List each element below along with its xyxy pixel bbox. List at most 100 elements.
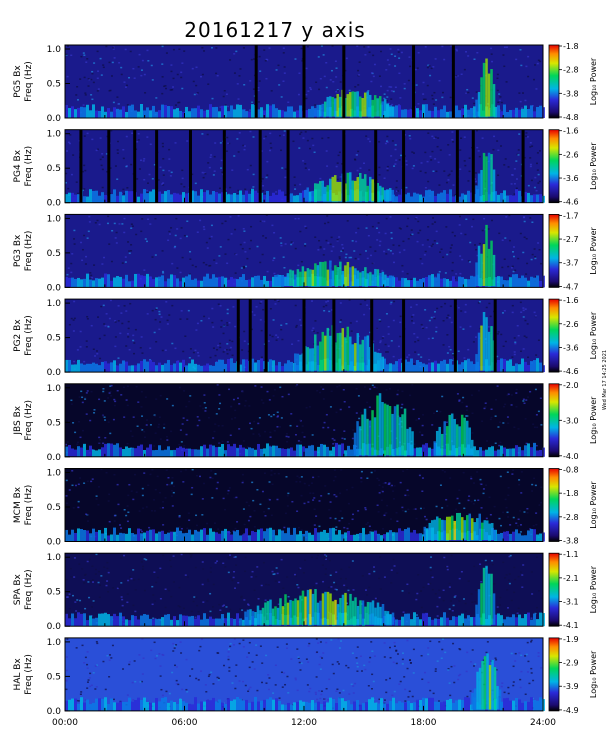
- colorbar-tick-label: -3.8: [563, 89, 579, 98]
- data-gap: [222, 129, 226, 203]
- data-gap: [133, 129, 137, 203]
- wave-activity: [274, 260, 395, 287]
- colorbar-tick-label: -2.6: [563, 150, 579, 159]
- data-gap: [258, 129, 262, 203]
- wave-activity: [433, 413, 474, 456]
- data-gap: [451, 45, 455, 118]
- colorbar-tick-label: -2.8: [563, 66, 579, 75]
- station-label: PG2 Bx: [13, 319, 23, 352]
- x-tick-label: 00:00: [52, 718, 78, 728]
- spectrogram-panel: 0.0 0.5 1.0 HAL Bx Freq (Hz) -1.9 -2.9 -3.9 -4.9…: [13, 635, 598, 717]
- y-tick-label: 0.5: [47, 503, 61, 513]
- wave-activity: [475, 152, 496, 202]
- station-label: SPA Bx: [13, 573, 23, 605]
- y-tick-label: 0.0: [47, 199, 62, 209]
- colorbar: [548, 129, 560, 204]
- colorbar-tick-label: -3.0: [563, 416, 579, 425]
- y-tick-label: 0.0: [47, 114, 62, 124]
- y-tick-label: 1.0: [47, 299, 62, 309]
- y-axis-label: Freq (Hz): [24, 231, 34, 272]
- colorbar-tick-label: -3.6: [563, 174, 579, 183]
- data-gap: [471, 129, 475, 203]
- data-gap: [453, 299, 457, 373]
- colorbar: [548, 44, 560, 119]
- data-gap: [402, 129, 406, 203]
- data-gap: [370, 299, 374, 373]
- spectrogram-panel: 0.0 0.5 1.0 PG4 Bx Freq (Hz) -1.6 -2.6 -3.6 -4.6…: [13, 127, 598, 209]
- data-gap: [107, 129, 111, 203]
- colorbar: [548, 383, 560, 458]
- data-gap: [264, 299, 268, 373]
- y-tick-label: 0.5: [47, 418, 61, 428]
- colorbar-tick-label: -1.8: [563, 42, 579, 51]
- colorbar-tick-label: -2.0: [563, 381, 579, 390]
- data-gap: [493, 299, 497, 373]
- colorbar-label: Log₁₀ Power: [589, 311, 598, 359]
- y-tick-label: 0.0: [47, 622, 62, 632]
- y-tick-label: 0.5: [47, 249, 61, 259]
- x-tick-labels: 00:00 06:00 12:00 18:00 24:00: [52, 718, 556, 728]
- y-tick-label: 1.0: [47, 214, 62, 224]
- colorbar: [548, 468, 560, 542]
- colorbar-tick-label: -2.6: [563, 320, 579, 329]
- y-tick-label: 0.5: [47, 588, 61, 598]
- figure-title: 20161217 y axis: [184, 18, 365, 42]
- y-tick-label: 0.5: [47, 334, 61, 344]
- colorbar-label: Log₁₀ Power: [589, 481, 598, 529]
- colorbar: [548, 298, 560, 373]
- y-tick-label: 0.0: [47, 453, 62, 463]
- colorbar-tick-label: -4.1: [563, 621, 579, 630]
- station-label: MCM Bx: [13, 486, 23, 523]
- creation-stamp: Wed Mar 17 14:25 2021: [602, 350, 608, 410]
- colorbar-label: Log₁₀ Power: [589, 142, 598, 190]
- y-tick-label: 1.0: [47, 553, 62, 563]
- data-gap: [155, 129, 159, 203]
- x-tick-label: 24:00: [530, 718, 556, 728]
- station-label: PG3 Bx: [13, 234, 23, 267]
- colorbar-tick-label: -2.1: [563, 574, 579, 583]
- data-gap: [254, 45, 258, 118]
- colorbar-tick-label: -3.7: [563, 259, 579, 268]
- colorbar-label: Log₁₀ Power: [589, 650, 598, 698]
- spectrogram-panel: 0.0 0.5 1.0 PG2 Bx Freq (Hz) -1.6 -2.6 -3.6 -4.6…: [13, 296, 598, 378]
- wave-activity: [475, 58, 496, 117]
- colorbar-tick-label: -4.7: [563, 282, 579, 291]
- spectrogram-panel: 0.0 0.5 1.0 PG5 Bx Freq (Hz) -1.8 -2.8 -3.8 -4.8…: [13, 42, 598, 124]
- x-tick-label: 18:00: [411, 718, 437, 728]
- colorbar-tick-label: -4.6: [563, 367, 579, 376]
- colorbar-tick-label: -3.9: [563, 682, 579, 691]
- data-gap: [286, 129, 290, 203]
- colorbar-tick-label: -1.7: [563, 211, 579, 220]
- colorbar-tick-label: -3.1: [563, 598, 579, 607]
- wave-activity: [475, 224, 496, 287]
- colorbar-label: Log₁₀ Power: [589, 226, 598, 274]
- data-gap: [332, 299, 336, 373]
- colorbar-tick-label: -1.9: [563, 635, 579, 644]
- y-axis-label: Freq (Hz): [24, 569, 34, 610]
- y-tick-label: 0.5: [47, 164, 61, 174]
- y-tick-label: 1.0: [47, 638, 62, 648]
- colorbar-tick-label: -1.8: [563, 489, 579, 498]
- colorbar-label: Log₁₀ Power: [589, 396, 598, 444]
- spectrogram-noise: [66, 214, 543, 287]
- colorbar-tick-label: -3.8: [563, 537, 579, 546]
- data-gap: [455, 129, 459, 203]
- data-gap: [342, 45, 346, 118]
- colorbar-tick-label: -4.9: [563, 706, 579, 715]
- colorbar-tick-label: -4.6: [563, 198, 579, 207]
- spectrogram-panel: 0.0 0.5 1.0 SPA Bx Freq (Hz) -1.1 -2.1 -3.1 -4.1…: [13, 550, 598, 632]
- colorbar-tick-label: -1.6: [563, 127, 579, 136]
- colorbar-tick-label: -3.6: [563, 343, 579, 352]
- colorbar-tick-label: -4.0: [563, 452, 579, 461]
- data-gap: [302, 45, 306, 118]
- y-tick-label: 0.0: [47, 538, 62, 548]
- colorbar-tick-label: -2.8: [563, 513, 579, 522]
- wave-activity: [313, 89, 394, 117]
- y-tick-label: 1.0: [47, 45, 62, 55]
- data-gap: [342, 129, 346, 203]
- spectrogram-panel: 0.0 0.5 1.0 JBS Bx Freq (Hz) -2.0 -3.0 -4.0 Log₁…: [13, 381, 598, 463]
- y-tick-label: 1.0: [47, 130, 62, 140]
- data-gap: [248, 299, 252, 373]
